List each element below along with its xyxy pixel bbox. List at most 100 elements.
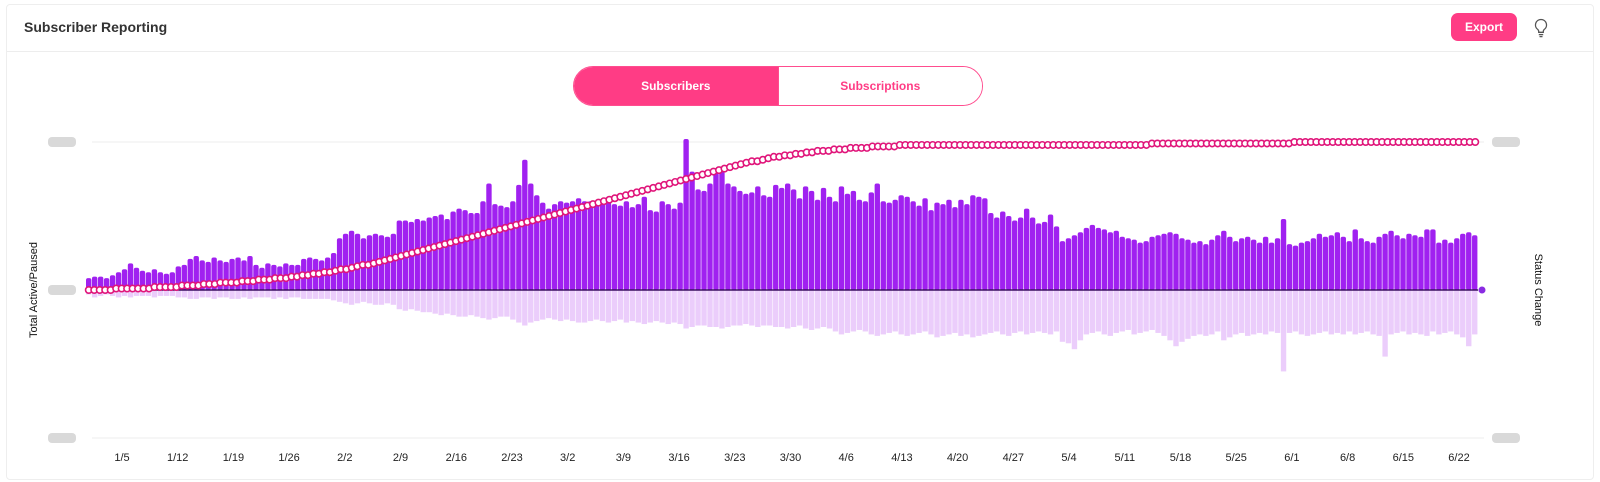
negative-bar (319, 290, 325, 299)
positive-bar (575, 198, 582, 290)
positive-bar (1006, 216, 1012, 290)
negative-bar (462, 290, 468, 317)
negative-bar (964, 290, 970, 335)
negative-bar (444, 290, 450, 314)
negative-bar (557, 290, 564, 322)
positive-bar (1412, 235, 1418, 290)
positive-bar (1454, 238, 1460, 290)
negative-bar (1227, 290, 1233, 338)
negative-bar (922, 290, 928, 332)
negative-bar (976, 290, 982, 336)
x-tick-label: 3/16 (668, 452, 689, 464)
positive-bar (1274, 238, 1281, 290)
negative-bar (551, 290, 558, 320)
positive-bar (1101, 229, 1107, 290)
negative-bar (492, 290, 498, 319)
negative-bar (1149, 290, 1155, 330)
positive-bar (1131, 239, 1137, 290)
negative-bar (1209, 290, 1215, 335)
negative-bar (1131, 290, 1137, 335)
positive-bar (1328, 235, 1335, 290)
positive-bar (659, 201, 665, 290)
positive-bar (1364, 241, 1370, 290)
positive-bar (994, 217, 1000, 290)
tab-subscriptions[interactable]: Subscriptions (777, 67, 982, 105)
negative-bar (970, 290, 976, 338)
positive-bar (737, 190, 743, 290)
negative-bar (928, 290, 934, 335)
positive-bar (450, 211, 456, 290)
negative-bar (408, 290, 414, 310)
positive-bar (880, 201, 886, 290)
negative-bar (169, 290, 176, 296)
positive-bar (623, 201, 630, 290)
positive-bar (1221, 230, 1227, 290)
positive-bar (940, 204, 946, 290)
positive-bar (916, 205, 922, 290)
positive-bar (1017, 217, 1024, 290)
card-header: Subscriber Reporting Export (7, 5, 1593, 52)
positive-bar (1262, 236, 1269, 290)
positive-bar (731, 186, 737, 290)
negative-bar (952, 290, 958, 333)
negative-bar (1000, 290, 1006, 335)
positive-bar (982, 198, 988, 290)
negative-bar (115, 290, 122, 298)
positive-bar (599, 201, 606, 290)
export-button[interactable]: Export (1451, 13, 1517, 41)
negative-bar (283, 290, 289, 299)
positive-bar (1394, 235, 1400, 290)
negative-bar (1256, 290, 1263, 333)
negative-bar (504, 290, 510, 317)
negative-bar (1143, 290, 1149, 332)
negative-bar (790, 290, 797, 327)
negative-bar (1107, 290, 1113, 336)
positive-bar (354, 233, 361, 290)
positive-bar (928, 210, 934, 290)
negative-bar (1370, 290, 1376, 335)
positive-bar (1466, 232, 1472, 290)
negative-bar (569, 290, 576, 322)
negative-bar (1436, 290, 1442, 335)
positive-bar (952, 207, 958, 290)
positive-bar (1239, 238, 1245, 290)
x-tick-label: 4/20 (947, 452, 968, 464)
negative-bar (265, 290, 271, 298)
positive-bar (540, 202, 546, 290)
positive-bar (1107, 232, 1113, 290)
negative-bar (1065, 290, 1072, 344)
negative-bar (784, 290, 791, 329)
positive-bar (563, 202, 570, 290)
positive-bar (486, 183, 492, 290)
negative-bar (295, 290, 301, 298)
negative-bar (695, 290, 701, 326)
negative-bar (826, 290, 833, 329)
positive-bar (1167, 232, 1173, 290)
negative-bar (205, 290, 211, 298)
negative-bar (665, 290, 671, 325)
positive-bar (1047, 214, 1054, 290)
negative-bar (808, 290, 815, 330)
negative-bar (1310, 290, 1317, 335)
negative-bar (127, 290, 134, 298)
negative-bar (1245, 290, 1251, 336)
obscured-tick (1492, 433, 1520, 443)
negative-bar (743, 290, 749, 325)
negative-bar (1472, 290, 1478, 335)
obscured-axis-ticks (48, 137, 1520, 443)
x-tick-label: 5/25 (1225, 452, 1246, 464)
lightbulb-icon[interactable] (1532, 17, 1550, 39)
x-tick-label: 1/12 (167, 452, 188, 464)
positive-bar (904, 196, 910, 290)
page-title: Subscriber Reporting (24, 19, 168, 35)
negative-bar (277, 290, 283, 298)
positive-bar (958, 199, 964, 290)
negative-bar (1442, 290, 1448, 333)
positive-bar (856, 199, 863, 290)
positive-bar (1322, 236, 1329, 290)
positive-bar (749, 192, 755, 290)
negative-bar (1430, 290, 1436, 332)
positive-bar (1029, 217, 1036, 290)
positive-bar (784, 183, 791, 290)
tab-subscribers[interactable]: Subscribers (574, 67, 778, 105)
